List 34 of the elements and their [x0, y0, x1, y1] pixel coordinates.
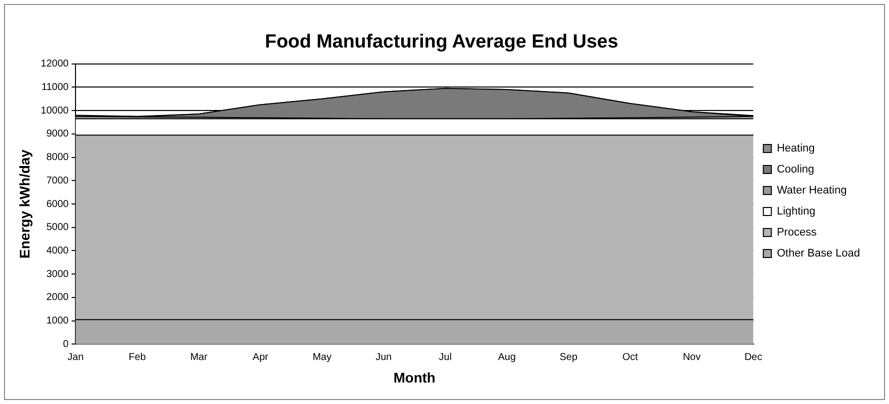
x-tick-label: Feb [128, 352, 146, 363]
x-tick-label: Dec [744, 352, 762, 363]
x-tick-label: Mar [190, 352, 208, 363]
legend-label: Cooling [776, 164, 814, 176]
legend-label: Lighting [776, 206, 816, 218]
y-axis-title: Energy kWh/day [16, 149, 32, 258]
x-tick-label: Nov [682, 352, 701, 363]
legend-label: Other Base Load [776, 248, 860, 260]
x-axis-title: Month [393, 369, 436, 386]
y-tick-label: 5000 [46, 222, 70, 234]
x-tick-label: Apr [252, 352, 269, 363]
y-tick-label: 6000 [46, 198, 70, 210]
y-tick-label: 2000 [46, 292, 70, 304]
legend-label: Water Heating [776, 184, 847, 197]
legend-label: Process [776, 226, 818, 239]
x-tick-label: Jun [376, 352, 392, 363]
x-tick-label: May [312, 352, 332, 363]
y-tick-label: 1000 [46, 316, 70, 327]
y-tick-label: 7000 [46, 175, 70, 186]
legend-label: Heating [776, 142, 815, 155]
y-tick-label: 4000 [46, 245, 70, 256]
x-tick-label: Jul [438, 352, 452, 363]
y-tick-label: 0 [63, 338, 70, 350]
y-tick-label: 10000 [40, 105, 70, 116]
y-tick-label: 11000 [42, 82, 70, 93]
y-tick-label: 8000 [46, 152, 70, 164]
y-tick-label: 9000 [46, 128, 70, 140]
x-tick-label: Oct [622, 352, 638, 363]
chart-title: Food Manufacturing Average End Uses [264, 32, 618, 53]
y-tick-label: 3000 [46, 268, 70, 280]
x-tick-label: Sep [560, 352, 578, 363]
y-tick-label: 12000 [40, 58, 70, 70]
x-tick-label: Jan [68, 352, 84, 363]
x-tick-label: Aug [498, 352, 516, 363]
